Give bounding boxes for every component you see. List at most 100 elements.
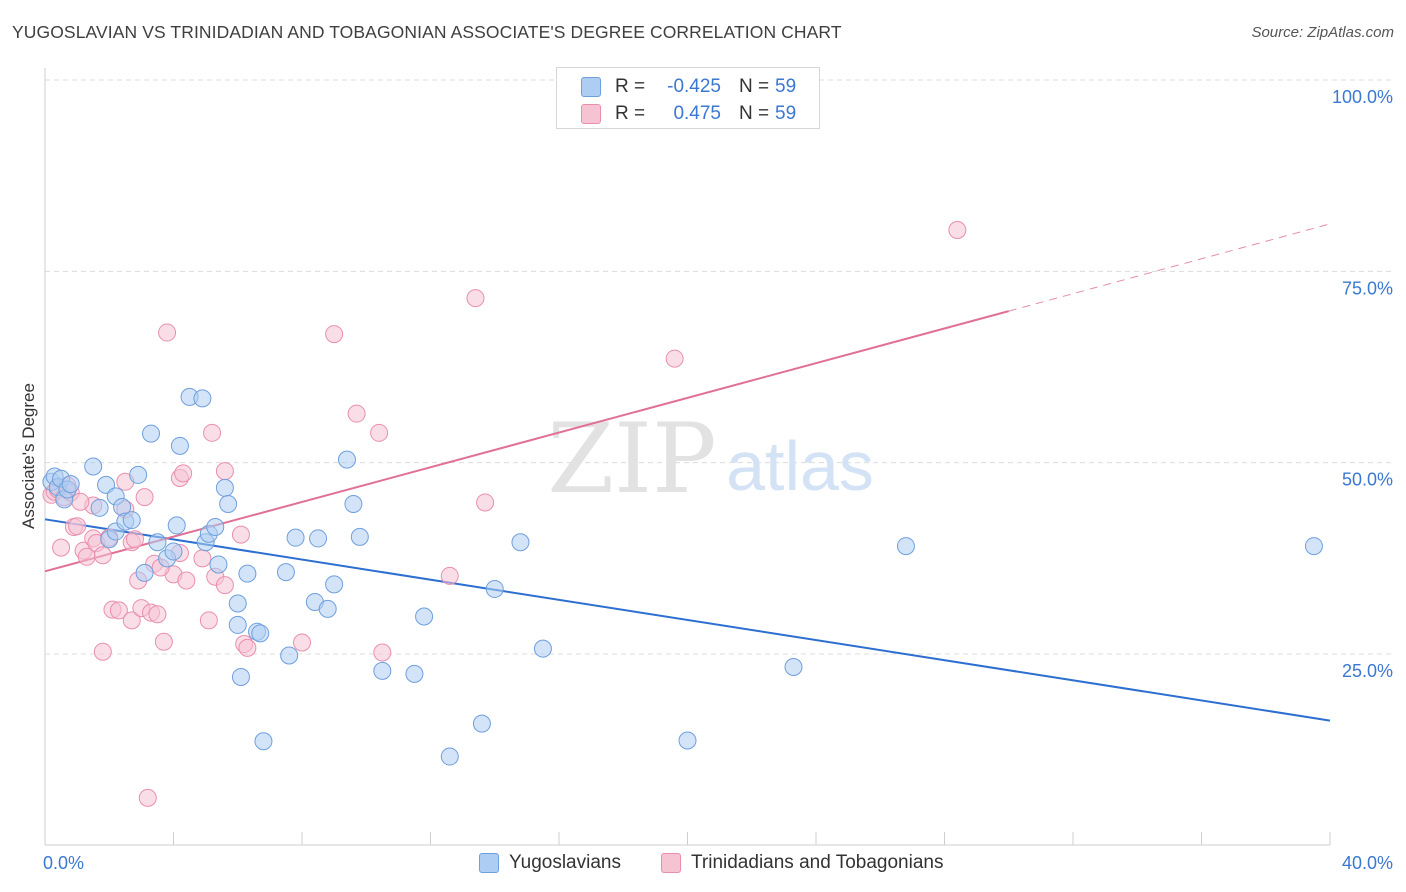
data-point-trinidadians xyxy=(325,325,344,344)
data-point-trinidadians xyxy=(68,517,87,536)
data-point-yugoslavians xyxy=(276,563,295,582)
y-tick-label: 50.0% xyxy=(1342,470,1393,490)
data-point-yugoslavians xyxy=(231,667,250,686)
legend-r-value: 0.475 xyxy=(673,103,721,124)
series-trinidadians-points xyxy=(42,221,967,807)
data-point-trinidadians xyxy=(174,464,193,483)
legend-n-value: 59 xyxy=(775,103,797,124)
legend-swatch-pink xyxy=(661,853,681,873)
legend-item-yugoslavians: Yugoslavians xyxy=(479,852,621,874)
data-point-yugoslavians xyxy=(193,389,212,408)
data-point-trinidadians xyxy=(231,525,250,544)
data-point-trinidadians xyxy=(215,576,234,595)
data-point-yugoslavians xyxy=(533,639,552,658)
data-point-trinidadians xyxy=(238,638,257,657)
y-axis-label: Associate's Degree xyxy=(19,383,38,529)
y-tick-label: 75.0% xyxy=(1342,278,1393,298)
data-point-trinidadians xyxy=(109,601,128,620)
legend-swatch-pink xyxy=(581,104,601,124)
data-point-trinidadians xyxy=(154,632,173,651)
data-point-yugoslavians xyxy=(405,664,424,683)
data-point-trinidadians xyxy=(466,289,485,308)
legend-label-yugoslavians: Yugoslavians xyxy=(509,852,621,873)
watermark: ZIP atlas xyxy=(547,403,874,515)
data-point-trinidadians xyxy=(177,571,196,590)
data-point-trinidadians xyxy=(93,546,112,565)
data-point-trinidadians xyxy=(373,643,392,662)
data-point-trinidadians xyxy=(440,566,459,585)
source-label: Source: ZipAtlas.com xyxy=(1251,24,1394,41)
data-point-trinidadians xyxy=(948,221,967,240)
watermark-zip: ZIP xyxy=(547,403,716,515)
legend-r-value: -0.425 xyxy=(667,76,721,97)
data-point-yugoslavians xyxy=(219,494,238,513)
data-point-yugoslavians xyxy=(344,494,363,513)
trend-line-trinidadians-extension xyxy=(1008,223,1331,312)
legend-row-yugoslavians: R = -0.425 N = 59 xyxy=(581,74,796,100)
data-point-yugoslavians xyxy=(129,465,148,484)
data-point-trinidadians xyxy=(148,605,167,624)
data-point-yugoslavians xyxy=(251,624,270,643)
data-point-yugoslavians xyxy=(896,537,915,556)
y-tick-label: 25.0% xyxy=(1342,661,1393,681)
x-tick-label: 0.0% xyxy=(43,853,84,873)
trend-line-yugoslavians xyxy=(44,518,1331,722)
data-point-yugoslavians xyxy=(318,599,337,618)
data-point-yugoslavians xyxy=(170,436,189,455)
data-point-trinidadians xyxy=(135,488,154,507)
data-point-yugoslavians xyxy=(209,555,228,574)
data-point-yugoslavians xyxy=(142,424,161,443)
data-point-yugoslavians xyxy=(415,607,434,626)
data-point-yugoslavians xyxy=(254,732,273,751)
data-point-yugoslavians xyxy=(148,533,167,552)
data-point-yugoslavians xyxy=(164,542,183,561)
data-point-yugoslavians xyxy=(485,579,504,598)
watermark-atlas: atlas xyxy=(726,427,874,505)
legend-swatch-blue xyxy=(581,77,601,97)
data-point-trinidadians xyxy=(293,633,311,652)
data-point-trinidadians xyxy=(122,611,141,630)
axes: 25.0% 50.0% 75.0% 100.0% 0.0% 40.0% xyxy=(43,68,1393,873)
data-point-yugoslavians xyxy=(84,457,103,476)
data-point-yugoslavians xyxy=(206,517,225,536)
legend-row-trinidadians: R = 0.475 N = 59 xyxy=(581,101,796,127)
data-point-yugoslavians xyxy=(511,533,530,552)
data-point-yugoslavians xyxy=(228,615,247,634)
legend-r-label: R = xyxy=(615,76,646,97)
chart-title: YUGOSLAVIAN VS TRINIDADIAN AND TOBAGONIA… xyxy=(12,22,842,42)
x-tick-label: 40.0% xyxy=(1342,853,1393,873)
data-point-trinidadians xyxy=(193,549,212,568)
legend-n-label: N = xyxy=(739,76,770,97)
legend-n-value: 59 xyxy=(775,76,797,97)
data-point-yugoslavians xyxy=(167,516,186,535)
data-point-yugoslavians xyxy=(286,528,305,547)
y-tick-label: 100.0% xyxy=(1332,87,1393,107)
data-point-yugoslavians xyxy=(280,646,299,665)
data-point-yugoslavians xyxy=(678,731,697,750)
data-point-trinidadians xyxy=(370,423,389,442)
data-point-trinidadians xyxy=(215,462,234,481)
data-point-trinidadians xyxy=(125,530,144,549)
data-point-trinidadians xyxy=(347,404,366,423)
legend-swatch-blue xyxy=(479,853,499,873)
data-point-trinidadians xyxy=(138,788,157,807)
series-yugoslavians-points xyxy=(42,387,1323,766)
data-point-trinidadians xyxy=(665,349,684,368)
data-point-yugoslavians xyxy=(90,498,109,517)
data-point-yugoslavians xyxy=(373,661,392,680)
data-point-yugoslavians xyxy=(472,714,491,733)
data-point-trinidadians xyxy=(158,323,177,342)
data-point-yugoslavians xyxy=(238,564,257,583)
series-legend: Yugoslavians Trinidadians and Tobagonian… xyxy=(0,852,1406,878)
data-point-yugoslavians xyxy=(784,658,803,677)
data-point-yugoslavians xyxy=(337,450,356,469)
data-point-yugoslavians xyxy=(122,511,141,530)
data-point-yugoslavians xyxy=(215,478,234,497)
data-point-yugoslavians xyxy=(61,475,80,494)
data-point-trinidadians xyxy=(71,492,90,511)
data-point-trinidadians xyxy=(52,538,71,557)
data-point-yugoslavians xyxy=(440,747,459,766)
data-point-trinidadians xyxy=(476,493,495,512)
data-point-trinidadians xyxy=(93,642,112,661)
